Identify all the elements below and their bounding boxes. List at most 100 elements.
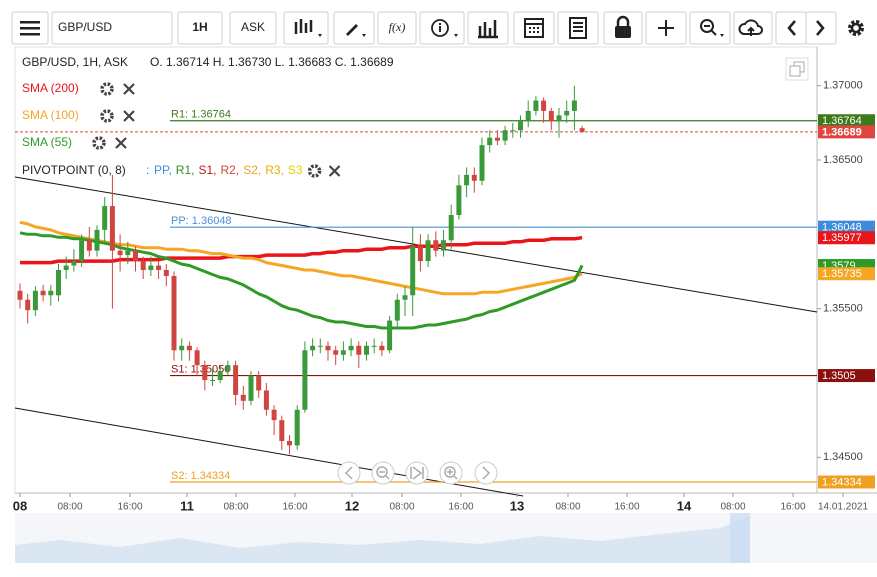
zoom-button[interactable]: [689, 11, 731, 45]
pivot-label: S1: 1.35050: [171, 363, 230, 375]
menu-button[interactable]: [11, 11, 49, 45]
price-tag-label: 1.3505: [822, 370, 856, 382]
legend-level: S2,: [243, 163, 261, 177]
navigator-window[interactable]: [730, 513, 750, 563]
candle-body: [233, 365, 239, 395]
candle-body: [102, 206, 108, 230]
interval-text: 1H: [192, 20, 207, 34]
lock-button[interactable]: [603, 11, 643, 45]
legend-title: GBP/USD, 1H, ASK: [22, 55, 128, 69]
candle-body: [125, 250, 131, 256]
y-tick-label: 1.36500: [823, 154, 863, 166]
expand-button[interactable]: [785, 57, 809, 81]
remove-icon[interactable]: [328, 165, 341, 177]
candle-body: [518, 121, 523, 131]
candle-body: [525, 110, 531, 122]
symbol-input[interactable]: [51, 11, 173, 45]
candle-body: [541, 100, 547, 111]
price-tag-label: 1.36764: [822, 115, 862, 127]
remove-icon[interactable]: [123, 110, 135, 122]
x-tick-label: 08:00: [720, 502, 745, 513]
candle-body: [456, 185, 462, 215]
candle-body: [163, 270, 169, 276]
nav-forward[interactable]: [474, 461, 498, 485]
pivot-label: S2: 1.34334: [171, 470, 230, 482]
crosshair-button[interactable]: [645, 11, 687, 45]
x-tick-label: 08:00: [389, 502, 414, 513]
candle-body: [417, 246, 423, 262]
candle-body: [325, 345, 331, 351]
nav-back[interactable]: [337, 461, 361, 485]
report-button[interactable]: [557, 11, 599, 45]
x-tick-label: 08: [13, 498, 27, 513]
legend-sma: SMA (200): [22, 81, 79, 95]
pivot-label: R1: 1.36764: [171, 109, 231, 121]
x-tick-label: 13: [510, 498, 524, 513]
settings-icon[interactable]: [92, 136, 106, 150]
candle-body: [364, 345, 369, 355]
remove-icon[interactable]: [123, 83, 135, 95]
price-tag-label: 1.35977: [822, 232, 862, 244]
x-tick-label: 16:00: [117, 502, 142, 513]
sma-line: [20, 235, 583, 265]
x-tick-label: 08:00: [57, 502, 82, 513]
candle-body: [94, 229, 100, 251]
candle-body: [471, 174, 477, 181]
candle-body: [333, 350, 339, 355]
x-tick-label: 14.01.2021: [818, 502, 868, 513]
chart-type-button[interactable]: [283, 11, 329, 45]
legend-sma: SMA (100): [22, 108, 79, 122]
legend-level: S1,: [198, 163, 216, 177]
interval-button[interactable]: [177, 11, 223, 45]
nav-reset[interactable]: [405, 461, 429, 485]
candle-body: [479, 145, 485, 181]
settings-icon[interactable]: [307, 164, 322, 178]
calendar-button[interactable]: [513, 11, 555, 45]
candle-body: [379, 345, 385, 351]
candle-body: [448, 214, 454, 241]
candle-body: [240, 394, 246, 401]
candle-body: [425, 240, 431, 262]
price-tag-label: 1.35735: [822, 268, 862, 280]
candle-body: [433, 240, 439, 251]
trend-line: [14, 407, 524, 497]
x-tick-label: 08:00: [223, 502, 248, 513]
candle-body: [225, 365, 231, 372]
legend-level: R2,: [221, 163, 240, 177]
candle-body: [487, 137, 493, 146]
prev-button[interactable]: [775, 11, 807, 45]
candle-body: [402, 295, 408, 300]
candle-body: [79, 240, 85, 262]
candle-body: [186, 345, 192, 351]
y-tick-label: 1.37000: [823, 80, 863, 92]
settings-button[interactable]: [848, 20, 864, 36]
candle-body: [340, 350, 346, 355]
candle-body: [148, 265, 154, 270]
pivot-label: PP: 1.36048: [171, 215, 232, 227]
draw-button[interactable]: [333, 11, 375, 45]
nav-zoom-in[interactable]: [439, 461, 463, 485]
info-button[interactable]: [419, 11, 465, 45]
side-text: ASK: [241, 20, 265, 34]
candle-body: [179, 345, 185, 351]
next-button[interactable]: [805, 11, 837, 45]
candle-body: [464, 174, 470, 186]
remove-icon[interactable]: [115, 137, 127, 149]
side-button[interactable]: [229, 11, 277, 45]
candle-body: [502, 130, 508, 141]
candle-body: [571, 100, 577, 111]
x-tick-label: 08:00: [555, 502, 580, 513]
cloud-button[interactable]: [733, 11, 773, 45]
candle-body: [579, 128, 585, 132]
nav-zoom-out[interactable]: [371, 461, 395, 485]
settings-icon[interactable]: [100, 82, 114, 96]
function-button[interactable]: f(x): [377, 11, 417, 45]
candle-body: [71, 261, 77, 266]
candle-body: [287, 440, 292, 446]
candle-body: [294, 409, 300, 446]
candle-body: [279, 420, 285, 441]
candle-body: [48, 290, 54, 296]
legend-level: PP,: [154, 163, 172, 177]
bars-button[interactable]: [467, 11, 509, 45]
settings-icon[interactable]: [100, 109, 114, 123]
